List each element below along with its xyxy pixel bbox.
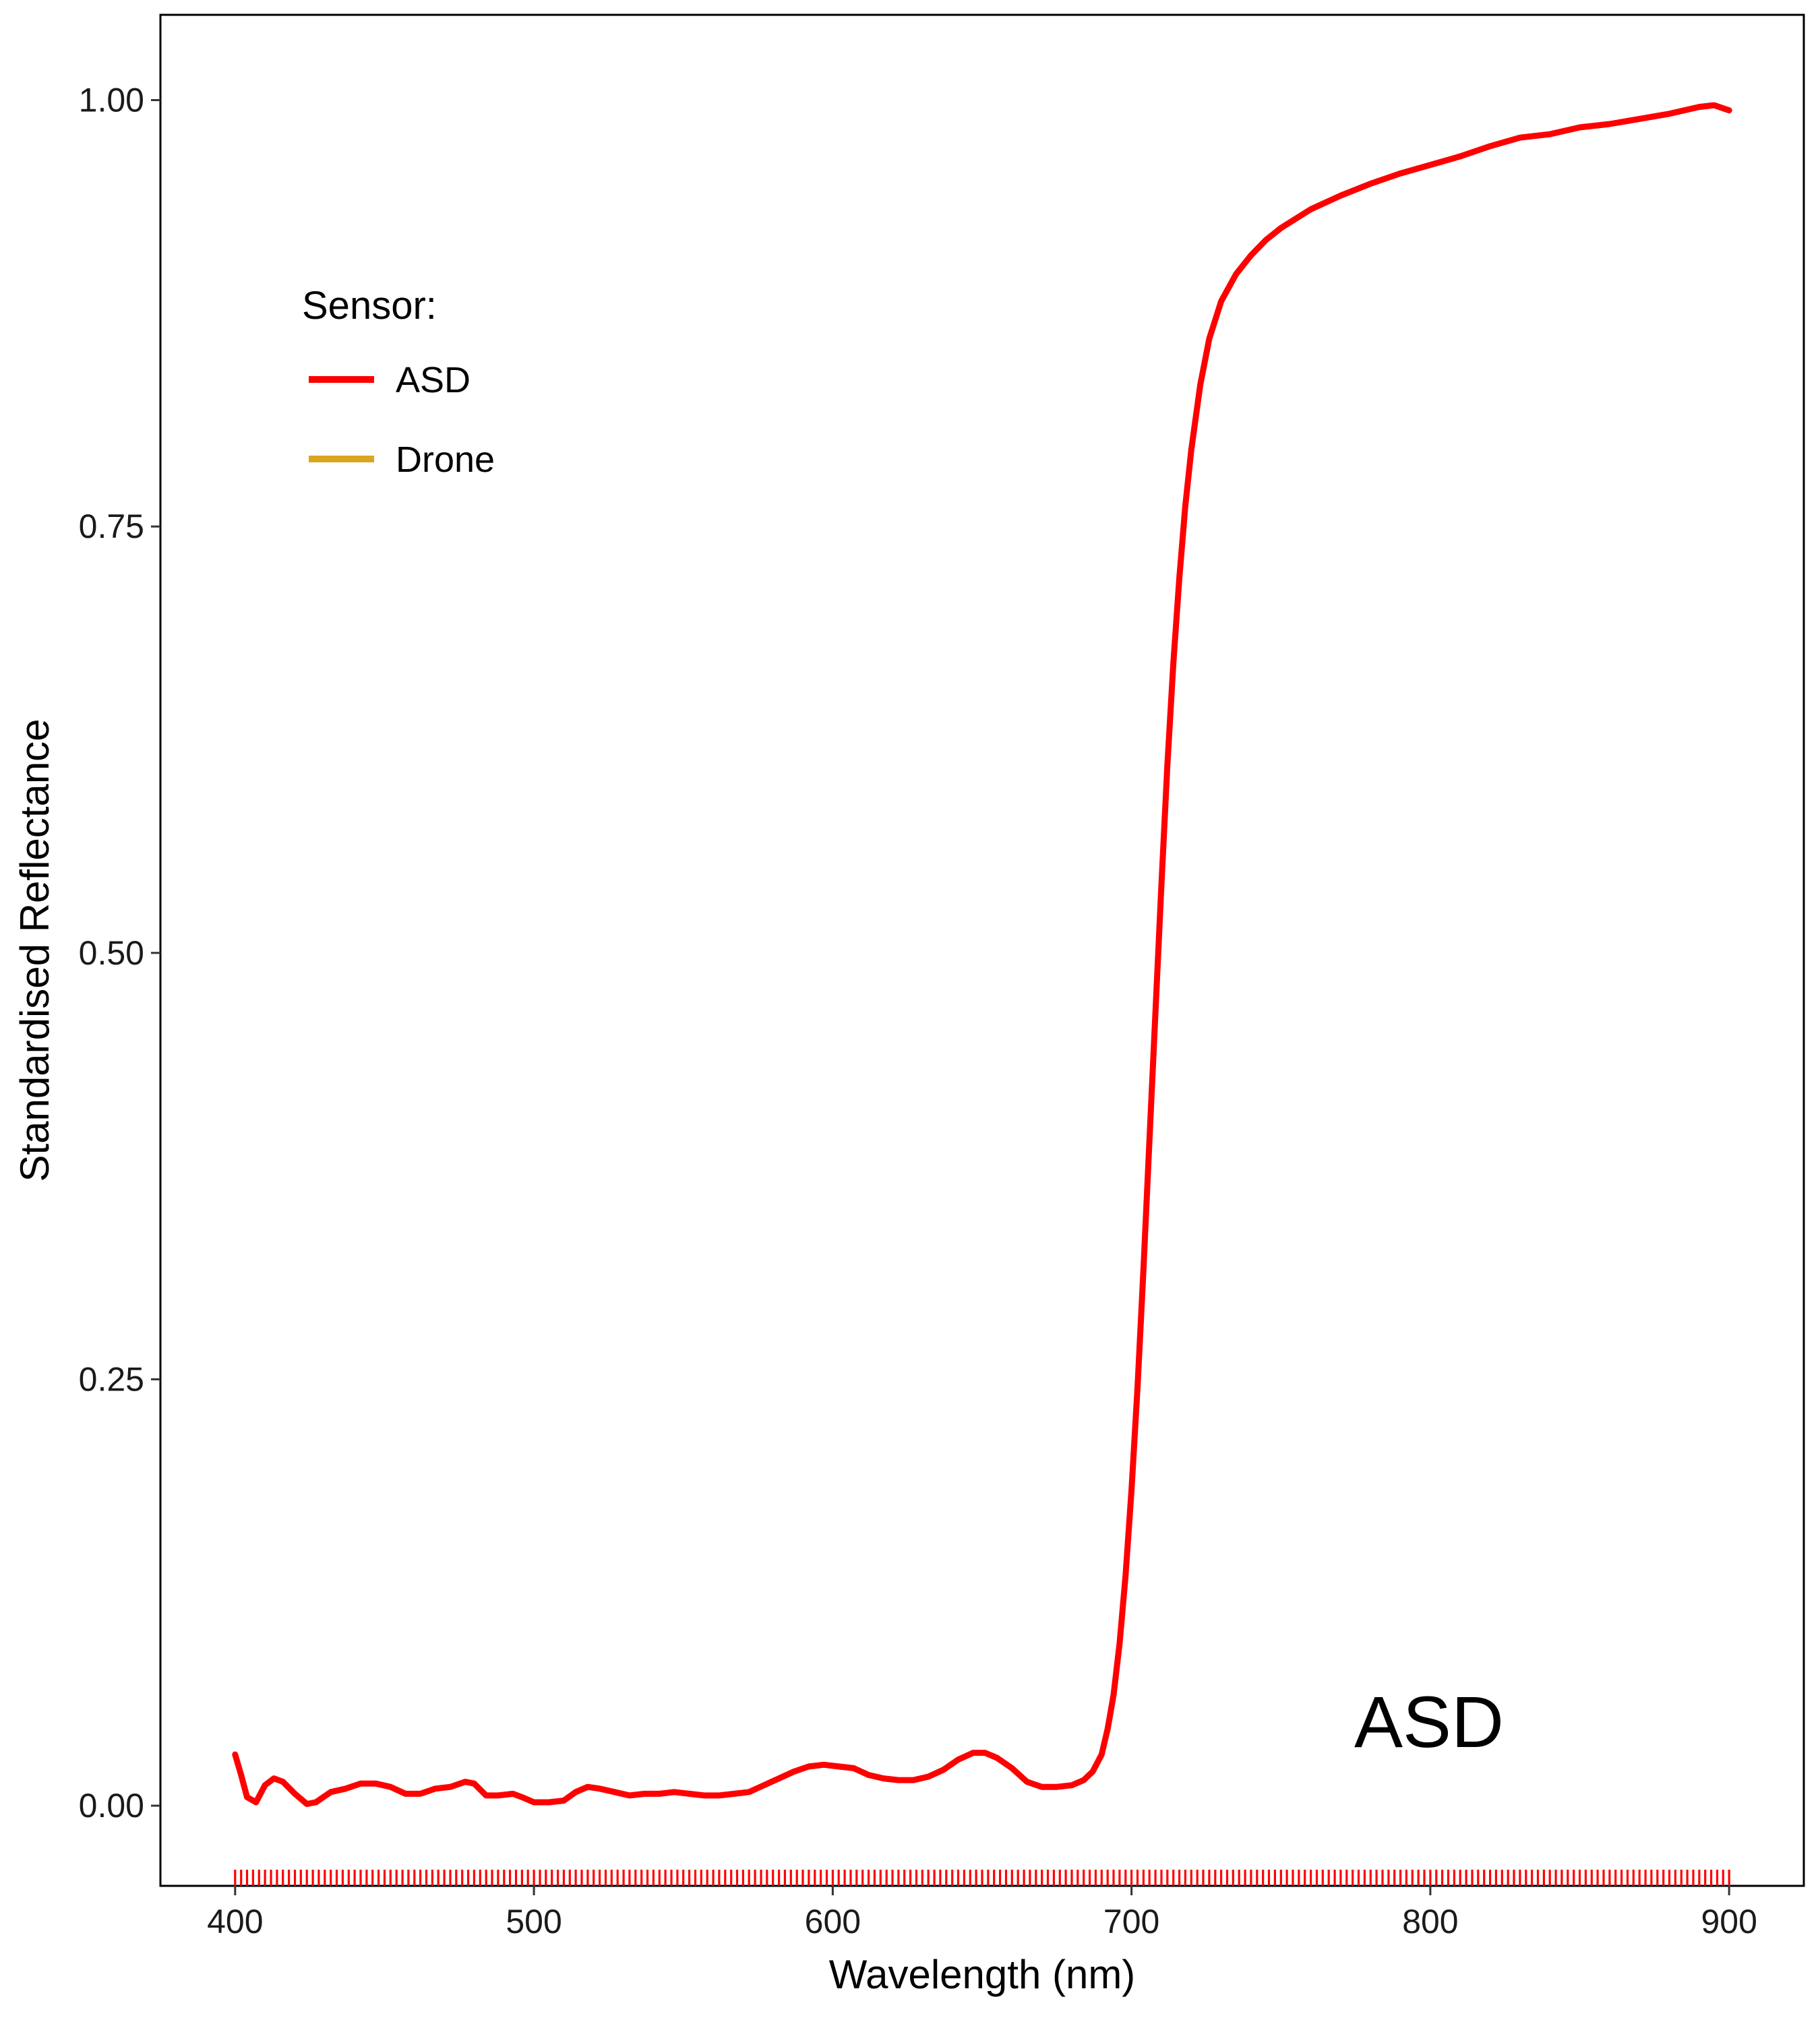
y-axis: 0.00 0.25 0.50 0.75 1.00	[79, 82, 160, 1825]
legend-label-drone: Drone	[396, 439, 495, 480]
rug-marks	[234, 1870, 1730, 1886]
x-tick-label: 900	[1701, 1903, 1757, 1940]
panel-annotation: ASD	[1354, 1681, 1504, 1763]
x-axis-title: Wavelength (nm)	[829, 1952, 1136, 1997]
series-lines	[232, 102, 1732, 1807]
legend-title: Sensor:	[302, 284, 437, 328]
y-tick-label: 0.25	[79, 1360, 144, 1398]
x-tick-label: 800	[1402, 1903, 1458, 1940]
y-tick-label: 0.00	[79, 1787, 144, 1825]
y-tick-label: 0.75	[79, 508, 144, 545]
x-tick-label: 600	[805, 1903, 861, 1940]
y-tick-label: 0.50	[79, 934, 144, 972]
x-tick-label: 400	[207, 1903, 263, 1940]
plot-panel	[159, 13, 1805, 1887]
y-tick-label: 1.00	[79, 82, 144, 119]
series-line-asd	[232, 102, 1732, 1807]
y-axis-title: Standardised Reflectance	[12, 718, 57, 1182]
legend-label-asd: ASD	[396, 360, 471, 400]
x-tick-label: 700	[1103, 1903, 1159, 1940]
x-tick-label: 500	[506, 1903, 562, 1940]
legend: Sensor: ASD Drone	[302, 284, 495, 480]
x-axis: 400 500 600 700 800 900	[207, 1886, 1757, 1940]
